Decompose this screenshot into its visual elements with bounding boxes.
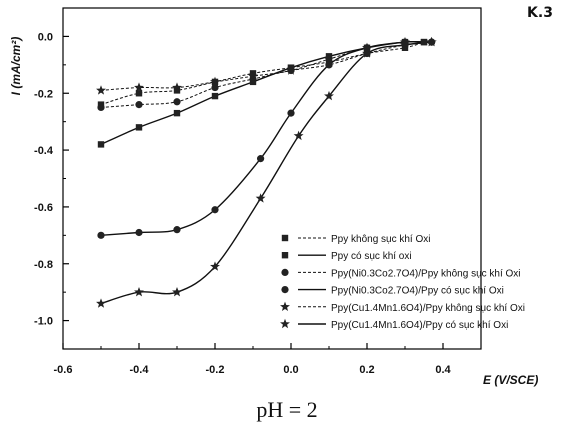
data-point-square [135, 124, 143, 131]
legend-label: Ppy(Ni0.3Co2.7O4)/Ppy có sục khí Oxi [331, 286, 504, 297]
legend-label: Ppy không sục khí Oxi [331, 234, 431, 245]
legend-marker-star [280, 301, 290, 312]
series-line-4 [100, 40, 432, 237]
figure-caption: pH = 2 [256, 397, 317, 422]
legend-marker-square [281, 234, 289, 242]
legend-label: Ppy(Cu1.4Mn1.6O4)/Ppy không sục khí Oxi [331, 303, 525, 314]
x-tick-label: -0.4 [130, 364, 150, 376]
data-point-star [248, 71, 258, 81]
data-point-circle [97, 103, 105, 112]
data-point-circle [325, 61, 333, 69]
x-tick-label: -0.6 [54, 364, 73, 376]
series-line-6 [100, 41, 432, 305]
data-point-star [426, 36, 437, 47]
data-point-circle [287, 109, 295, 117]
legend-marker-circle [281, 286, 289, 294]
data-point-circle [173, 226, 181, 234]
series-line-5 [100, 41, 432, 91]
data-point-star [134, 82, 144, 92]
data-point-star [400, 39, 410, 50]
y-tick-label: 0.0 [38, 31, 53, 43]
y-tick-label: -1.0 [34, 316, 53, 328]
series-line-2 [100, 40, 425, 146]
data-point-star [324, 53, 334, 64]
data-point-star [255, 193, 266, 203]
series-line-1 [100, 41, 425, 106]
y-tick-label: -0.2 [34, 88, 53, 100]
data-point-star [324, 90, 334, 101]
data-point-square [173, 87, 181, 94]
legend-label: Ppy có sục khí oxi [331, 251, 412, 262]
y-tick-label: -0.8 [34, 259, 53, 271]
legend-label: Ppy(Ni0.3Co2.7O4)/Ppy không sục khí Oxi [331, 268, 521, 279]
data-point-square [173, 109, 181, 117]
data-point-star [210, 261, 220, 271]
x-tick-label: 0.0 [283, 364, 298, 376]
legend-label: Ppy(Cu1.4Mn1.6O4)/Ppy có sục khí Oxi [331, 320, 508, 331]
data-point-circle [257, 155, 265, 163]
corner-mark: K.3 [527, 5, 553, 21]
data-point-star [172, 286, 182, 297]
y-axis-title: I (mA/cm²) [9, 37, 23, 96]
data-point-circle [97, 231, 105, 239]
data-point-star [293, 130, 304, 141]
x-axis-title: E (V/SCE) [483, 373, 538, 387]
x-tick-label: 0.2 [359, 364, 374, 376]
data-point-square [420, 38, 428, 46]
data-point-star [286, 65, 296, 75]
data-point-star [172, 82, 182, 92]
legend-marker-star [280, 318, 290, 329]
data-point-star [96, 298, 106, 308]
data-point-star [134, 286, 144, 297]
data-point-star [210, 76, 220, 87]
data-point-star [362, 42, 372, 52]
y-tick-label: -0.6 [34, 202, 53, 214]
data-point-circle [211, 206, 219, 214]
data-point-circle [135, 101, 143, 109]
data-point-square [211, 92, 219, 100]
legend-marker-circle [281, 268, 289, 276]
x-tick-label: -0.2 [206, 364, 225, 376]
legend-marker-square [281, 252, 289, 259]
data-point-square [97, 141, 105, 148]
x-tick-label: 0.4 [435, 364, 451, 376]
data-point-square [135, 90, 143, 97]
series-line-3 [100, 41, 432, 108]
data-point-circle [173, 98, 181, 106]
data-point-star [362, 48, 372, 58]
data-point-circle [135, 228, 143, 237]
data-point-circle [211, 83, 219, 92]
y-tick-label: -0.4 [34, 145, 54, 157]
data-point-star [96, 85, 106, 95]
